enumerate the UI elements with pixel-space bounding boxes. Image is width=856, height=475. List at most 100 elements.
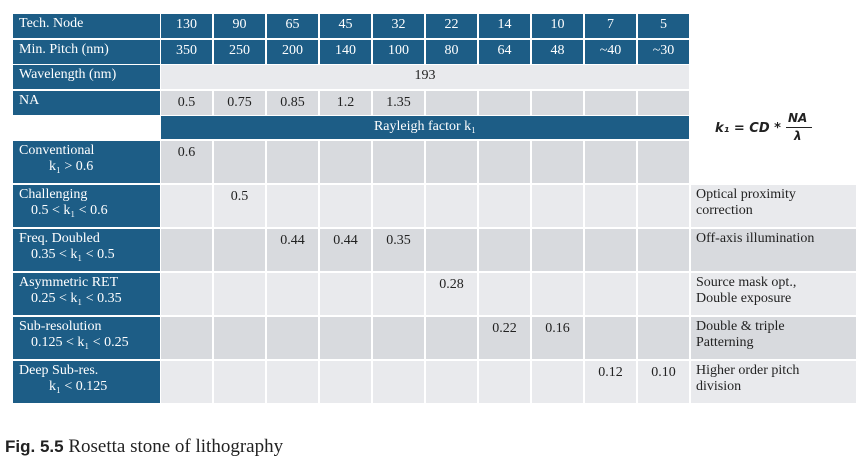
wavelength-cell: 193 (161, 65, 689, 89)
value-cell (267, 361, 318, 403)
header-cell: 350 (161, 40, 212, 64)
row-name: Challenging (19, 187, 88, 202)
header-cell: 7 (585, 14, 636, 38)
value-cell (267, 273, 318, 315)
value-cell (320, 141, 371, 183)
note-line: division (696, 379, 742, 394)
row-range: 0.25 < k₁ < 0.35 (31, 291, 122, 306)
value-cell (638, 141, 689, 183)
value-cell (479, 273, 530, 315)
value-cell (638, 185, 689, 227)
header-cell: 5 (638, 14, 689, 38)
row-label: Asymmetric RET 0.25 < k₁ < 0.35 (13, 273, 160, 315)
row-range: k₁ > 0.6 (49, 159, 94, 174)
note-line: Off-axis illumination (696, 231, 815, 246)
value-cell (426, 317, 477, 359)
value-cell (532, 229, 583, 271)
row-label: NA (13, 91, 160, 115)
header-cell: 250 (214, 40, 265, 64)
value-cell (479, 361, 530, 403)
note-line: Patterning (696, 335, 754, 350)
header-cell: 64 (479, 40, 530, 64)
row-name: Sub-resolution (19, 319, 102, 334)
row-name: Conventional (19, 143, 95, 158)
value-cell (426, 361, 477, 403)
value-cell (426, 141, 477, 183)
value-cell (161, 317, 212, 359)
na-cell (426, 91, 477, 115)
header-cell: 130 (161, 14, 212, 38)
value-cell (479, 141, 530, 183)
row-label: Challenging 0.5 < k₁ < 0.6 (13, 185, 160, 227)
value-cell (161, 229, 212, 271)
value-cell (585, 273, 636, 315)
na-cell: 0.5 (161, 91, 212, 115)
value-cell: 0.12 (585, 361, 636, 403)
note-line: Optical proximity (696, 187, 796, 202)
header-cell: 22 (426, 14, 477, 38)
row-range: 0.35 < k₁ < 0.5 (31, 247, 115, 262)
value-cell (373, 185, 424, 227)
note-cell: Higher order pitch division (691, 361, 856, 403)
value-cell (638, 273, 689, 315)
header-cell: ~30 (638, 40, 689, 64)
caption: Fig. 5.5 Rosetta stone of lithography (5, 436, 283, 458)
value-cell (373, 317, 424, 359)
row-label: Deep Sub-res. k₁ < 0.125 (13, 361, 160, 403)
value-cell: 0.44 (320, 229, 371, 271)
value-cell (426, 229, 477, 271)
header-cell: 45 (320, 14, 371, 38)
value-cell: 0.35 (373, 229, 424, 271)
fraction-bar (786, 127, 812, 128)
row-label: Tech. Node (13, 14, 160, 38)
value-cell (320, 273, 371, 315)
note-line: Double & triple (696, 319, 785, 334)
note-line: Source mask opt., (696, 275, 797, 290)
value-cell (585, 317, 636, 359)
value-cell: 0.16 (532, 317, 583, 359)
header-cell: 14 (479, 14, 530, 38)
row-range: 0.5 < k₁ < 0.6 (31, 203, 108, 218)
row-name: Deep Sub-res. (19, 363, 99, 378)
value-cell: 0.10 (638, 361, 689, 403)
value-cell (373, 273, 424, 315)
note-line: Double exposure (696, 291, 792, 306)
caption-label: Fig. 5.5 (5, 437, 64, 456)
value-cell (267, 317, 318, 359)
value-cell (161, 273, 212, 315)
row-range: k₁ < 0.125 (49, 379, 108, 394)
value-cell (532, 185, 583, 227)
na-cell (479, 91, 530, 115)
value-cell (479, 185, 530, 227)
value-cell (426, 185, 477, 227)
header-cell: 80 (426, 40, 477, 64)
formula-denominator: λ (794, 129, 802, 143)
value-cell (373, 361, 424, 403)
na-cell (532, 91, 583, 115)
value-cell (585, 229, 636, 271)
value-cell (532, 273, 583, 315)
row-label: Wavelength (nm) (13, 65, 160, 89)
value-cell (585, 141, 636, 183)
header-cell: 100 (373, 40, 424, 64)
note-line: correction (696, 203, 753, 218)
note-cell: Source mask opt., Double exposure (691, 273, 856, 315)
note-line: Higher order pitch (696, 363, 800, 378)
value-cell: 0.6 (161, 141, 212, 183)
formula-numerator: NA (788, 111, 808, 125)
value-cell (638, 317, 689, 359)
header-cell: ~40 (585, 40, 636, 64)
formula-lhs: k₁ = CD * (715, 121, 781, 136)
caption-text: Rosetta stone of lithography (68, 436, 284, 457)
value-cell (532, 141, 583, 183)
value-cell: 0.28 (426, 273, 477, 315)
row-name: Freq. Doubled (19, 231, 100, 246)
value-cell (267, 141, 318, 183)
value-cell (214, 141, 265, 183)
value-cell (532, 361, 583, 403)
value-cell (214, 317, 265, 359)
value-cell (479, 229, 530, 271)
na-cell: 0.75 (214, 91, 265, 115)
value-cell (214, 273, 265, 315)
value-cell (320, 361, 371, 403)
